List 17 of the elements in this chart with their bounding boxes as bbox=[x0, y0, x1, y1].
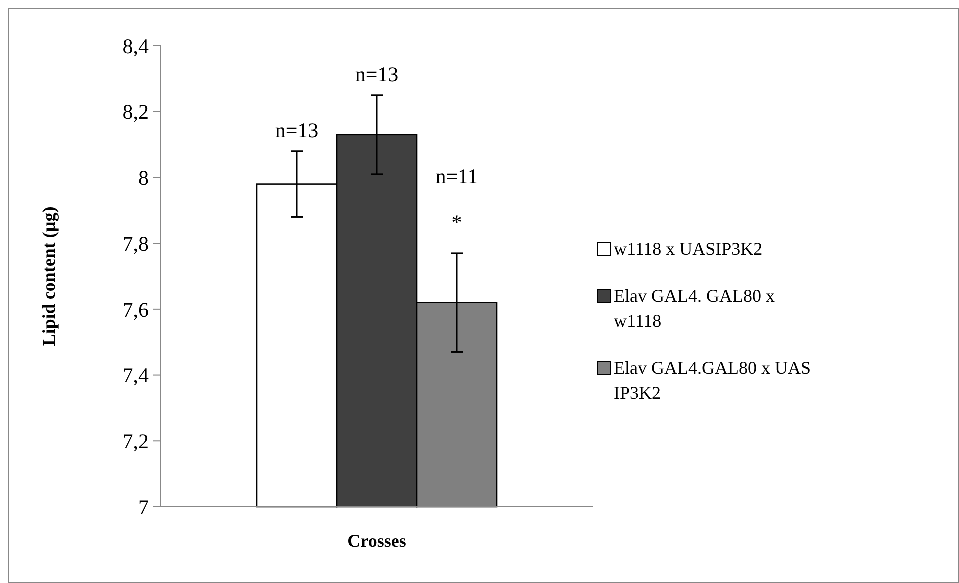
x-axis-title: Crosses bbox=[348, 531, 406, 551]
legend-label: w1118 x UASIP3K2 bbox=[614, 239, 763, 259]
y-tick-label: 7,2 bbox=[122, 429, 149, 454]
annotation: n=13 bbox=[355, 62, 399, 86]
y-axis-title: Lipid content (µg) bbox=[39, 206, 59, 346]
y-tick-label: 7,8 bbox=[122, 232, 149, 256]
y-tick-label: 8,2 bbox=[122, 100, 149, 124]
annotation: n=13 bbox=[275, 118, 319, 142]
legend-label: Elav GAL4.GAL80 x UAS IP3K2 bbox=[614, 358, 811, 403]
y-tick-label: 7,6 bbox=[122, 298, 149, 322]
y-tick-label: 8,4 bbox=[122, 34, 150, 58]
legend-label: Elav GAL4. GAL80 x w1118 bbox=[614, 286, 775, 331]
annotation: * bbox=[452, 210, 462, 234]
y-tick-label: 7 bbox=[138, 495, 149, 520]
y-tick-label: 7,4 bbox=[122, 364, 150, 388]
annotation: n=11 bbox=[436, 164, 478, 188]
y-tick-label: 8 bbox=[138, 166, 149, 190]
